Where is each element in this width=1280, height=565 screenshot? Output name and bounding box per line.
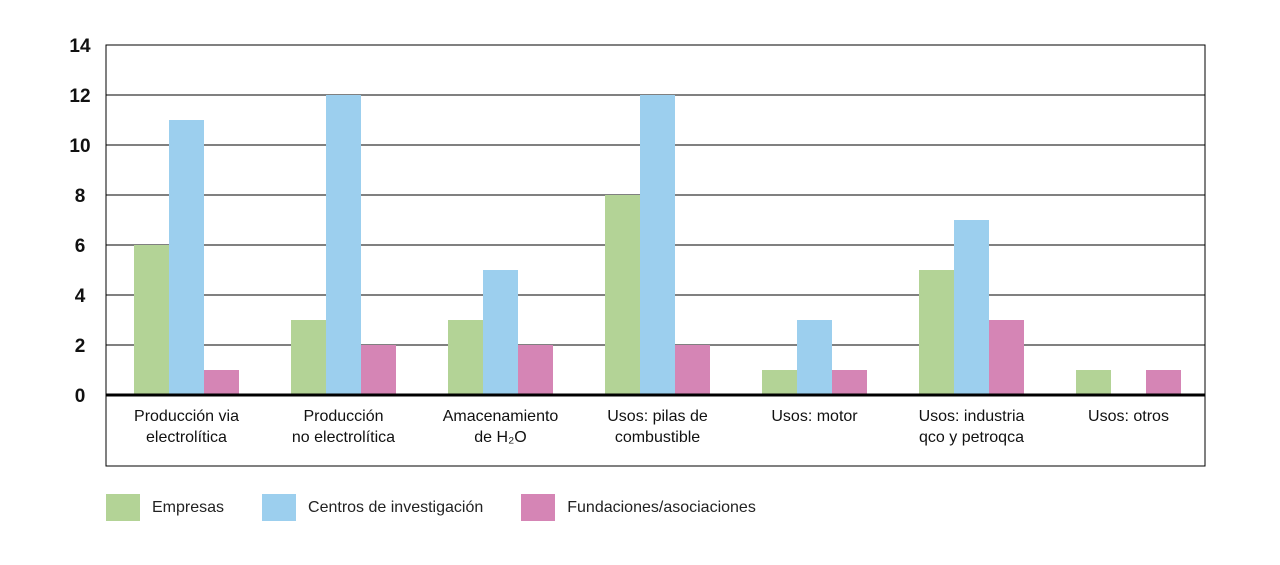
bar-empresas — [762, 370, 797, 395]
y-axis-tick-labels: 0 2 4 6 8 10 12 14 — [69, 36, 91, 407]
bar-fundaciones-asociaciones — [204, 370, 239, 395]
bar-empresas — [291, 320, 326, 395]
bar-fundaciones-asociaciones — [832, 370, 867, 395]
y-tick-label: 8 — [75, 186, 86, 207]
y-tick-label: 6 — [75, 236, 86, 257]
plot-frame — [105, 44, 1206, 467]
legend-item-empresas: Empresas — [106, 494, 224, 521]
y-tick-label: 0 — [75, 386, 86, 407]
y-tick-label: 10 — [69, 136, 90, 157]
bar-centros-de-investigaci-n — [797, 320, 832, 395]
legend-item-centros: Centros de investigación — [262, 494, 483, 521]
y-tick-label: 4 — [75, 286, 86, 307]
bar-fundaciones-asociaciones — [675, 345, 710, 395]
y-tick-label: 12 — [69, 86, 90, 107]
x-category-label: Usos: otros — [1088, 408, 1169, 425]
x-category-label: Usos: industria qco y petroqca — [919, 408, 1025, 446]
bar-fundaciones-asociaciones — [1146, 370, 1181, 395]
bar-centros-de-investigaci-n — [169, 120, 204, 395]
y-tick-label: 14 — [69, 36, 91, 57]
x-category-label: Producción via electrolítica — [134, 408, 239, 446]
legend-label-empresas: Empresas — [152, 498, 225, 516]
legend-label-fundaciones: Fundaciones/asociaciones — [567, 498, 756, 516]
legend-swatch-fundaciones — [521, 494, 556, 521]
bars — [134, 95, 1181, 395]
bar-empresas — [605, 195, 640, 395]
x-category-label: Producción no electrolítica — [292, 408, 395, 446]
x-category-label: Usos: motor — [771, 408, 858, 425]
legend: Empresas Centros de investigación Fundac… — [106, 494, 794, 521]
legend-swatch-empresas — [106, 494, 140, 521]
bar-centros-de-investigaci-n — [326, 95, 361, 395]
x-category-label: Amacenamiento de H₂O — [443, 408, 559, 446]
x-category-label: Usos: pilas de combustible — [607, 408, 708, 446]
y-tick-label: 2 — [75, 336, 86, 357]
x-axis-category-labels: Producción via electrolítica Producción no … — [134, 408, 1169, 446]
bar-empresas — [919, 270, 954, 395]
bar-centros-de-investigaci-n — [954, 220, 989, 395]
bar-centros-de-investigaci-n — [483, 270, 518, 395]
legend-item-fundaciones: Fundaciones/asociaciones — [521, 494, 756, 521]
legend-swatch-centros — [262, 494, 297, 521]
bar-fundaciones-asociaciones — [518, 345, 553, 395]
bar-empresas — [134, 245, 169, 395]
bar-fundaciones-asociaciones — [361, 345, 396, 395]
bar-empresas — [448, 320, 483, 395]
bar-fundaciones-asociaciones — [989, 320, 1024, 395]
legend-label-centros: Centros de investigación — [308, 498, 484, 516]
bar-empresas — [1076, 370, 1111, 395]
bar-centros-de-investigaci-n — [640, 95, 675, 395]
